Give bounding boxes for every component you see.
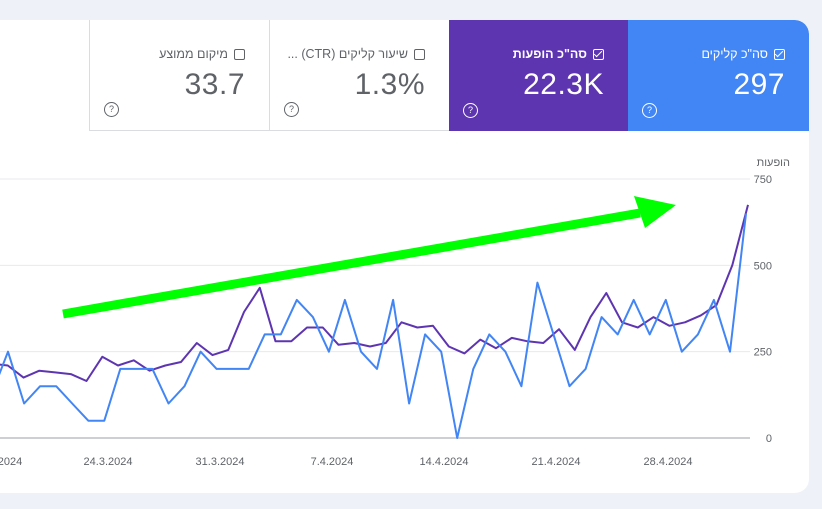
ctr-value: 1.3% <box>354 68 425 101</box>
help-icon[interactable]: ? <box>642 103 657 118</box>
x-tick-label: 24.3.2024 <box>84 456 133 468</box>
ctr-checkbox[interactable] <box>414 48 425 60</box>
performance-panel: מיקום ממוצע 33.7 ? שיעור קליקים (CTR) ..… <box>0 20 809 493</box>
chart-gridlines <box>0 178 750 439</box>
help-icon[interactable]: ? <box>104 102 119 117</box>
impressions-label: סה"כ הופעות <box>512 47 587 61</box>
impressions-series-line <box>0 204 749 382</box>
x-tick-label: 7.4.2024 <box>311 456 354 468</box>
metric-card-total-clicks[interactable]: סה"כ קליקים 297 ? <box>628 20 809 131</box>
green-arrow-annotation <box>62 196 676 319</box>
x-tick-label: 2024 <box>0 456 22 468</box>
clicks-label: סה"כ קליקים <box>701 47 768 61</box>
performance-chart: הופעות 0 250 500 750 2024 24.3.2024 31.3.2024… <box>0 157 790 468</box>
help-icon[interactable]: ? <box>284 102 299 117</box>
x-tick-label: 31.3.2024 <box>196 456 245 468</box>
metric-card-ctr[interactable]: שיעור קליקים (CTR) ... 1.3% ? <box>269 20 449 131</box>
impressions-checkbox[interactable] <box>593 48 604 60</box>
x-tick-label: 21.4.2024 <box>532 456 581 468</box>
y-tick-label: 250 <box>754 347 772 359</box>
clicks-series-line <box>0 213 747 439</box>
metric-card-total-impressions[interactable]: סה"כ הופעות 22.3K ? <box>449 20 628 131</box>
y-axis-ticks: 0 250 500 750 <box>754 174 772 445</box>
x-tick-label: 14.4.2024 <box>420 456 469 468</box>
position-checkbox[interactable] <box>234 48 245 60</box>
impressions-value: 22.3K <box>523 68 604 101</box>
ctr-label: שיעור קליקים (CTR) ... <box>287 47 408 61</box>
help-icon[interactable]: ? <box>463 103 478 118</box>
y-tick-label: 750 <box>754 174 772 186</box>
clicks-value: 297 <box>733 68 785 101</box>
y-tick-label: 500 <box>754 260 772 272</box>
metric-card-average-position[interactable]: מיקום ממוצע 33.7 ? <box>89 20 269 131</box>
position-label: מיקום ממוצע <box>159 47 228 61</box>
y-axis-title: הופעות <box>757 157 790 169</box>
x-tick-label: 28.4.2024 <box>644 456 693 468</box>
position-value: 33.7 <box>184 68 245 101</box>
clicks-checkbox[interactable] <box>774 48 785 60</box>
x-axis-ticks: 2024 24.3.2024 31.3.2024 7.4.2024 14.4.2024 2… <box>0 456 692 468</box>
y-tick-label: 0 <box>766 433 772 445</box>
